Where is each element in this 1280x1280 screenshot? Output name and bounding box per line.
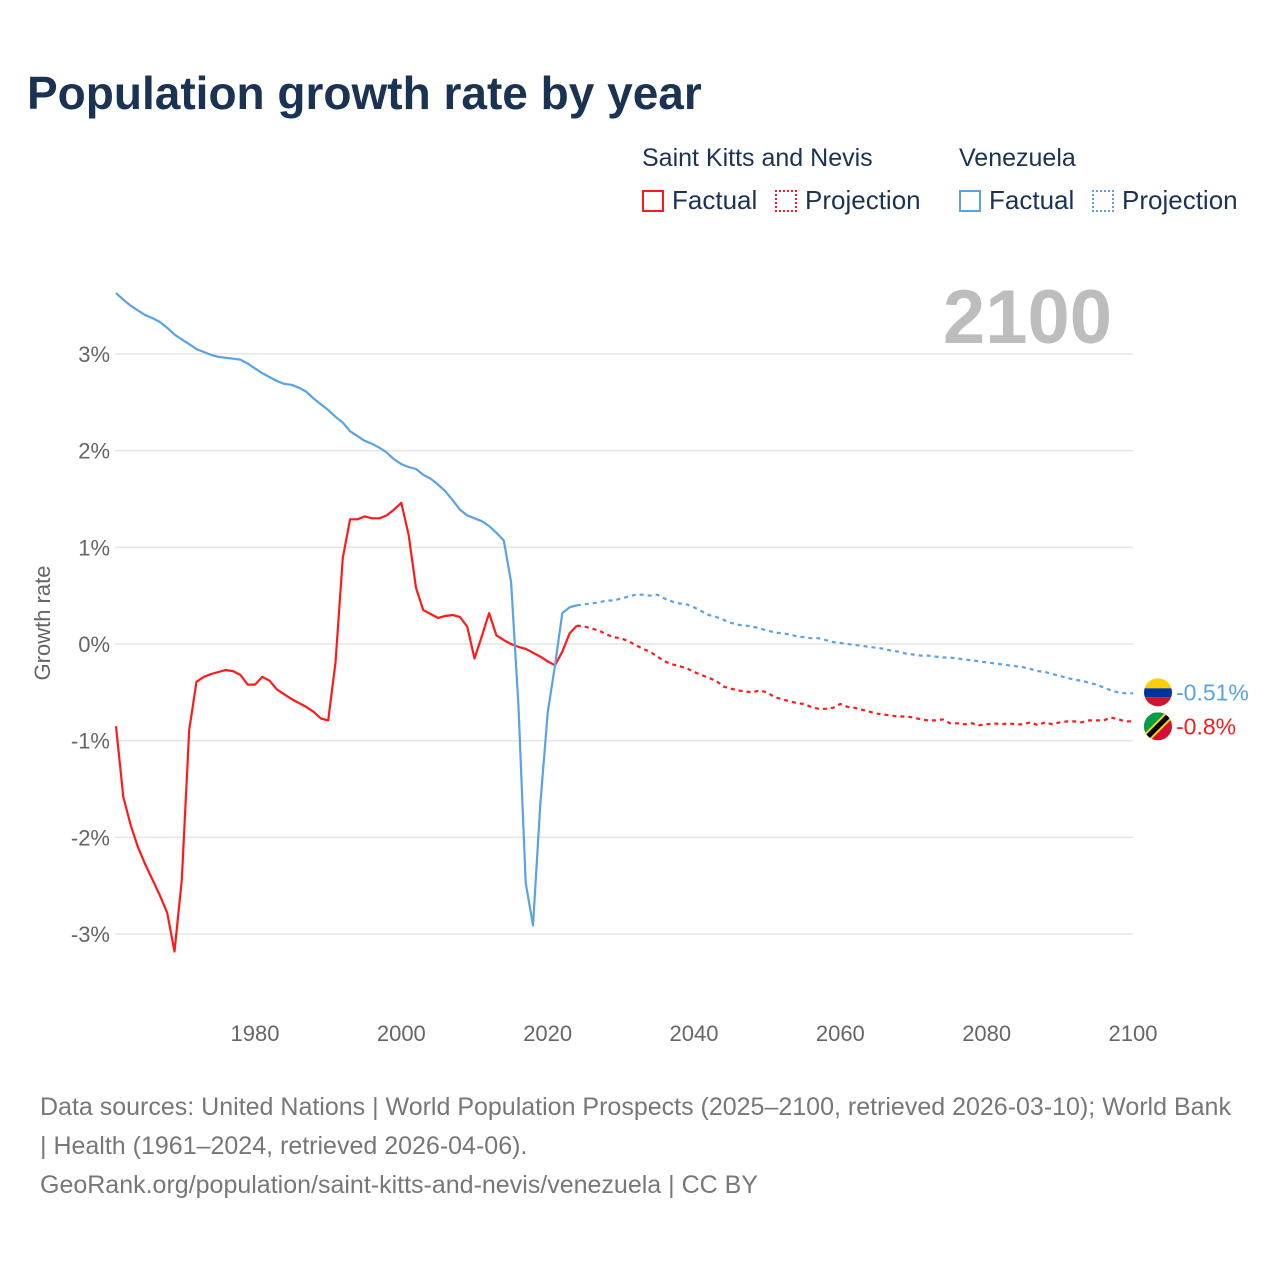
legend-skn-projection[interactable]: Projection <box>775 185 921 216</box>
y-tick-label: -2% <box>71 825 110 850</box>
y-tick-label: 3% <box>78 342 110 367</box>
legend-ven-factual[interactable]: Factual <box>959 185 1074 216</box>
x-tick-label: 2040 <box>670 1021 719 1046</box>
venezuela-flag-icon <box>1144 678 1172 707</box>
y-tick-label: 1% <box>78 535 110 560</box>
legend-swatch-solid <box>642 189 664 212</box>
x-tick-label: 2000 <box>377 1021 426 1046</box>
y-tick-label: 2% <box>78 439 110 464</box>
legend-skn-factual[interactable]: Factual <box>642 185 757 216</box>
x-tick-label: 2020 <box>523 1021 572 1046</box>
legend-group-venezuela: Venezuela <box>959 144 1076 172</box>
legend-group-saint-kitts: Saint Kitts and Nevis <box>642 144 873 172</box>
y-tick-label: -3% <box>71 922 110 947</box>
x-tick-label: 2080 <box>962 1021 1011 1046</box>
legend-label: Projection <box>1122 185 1238 215</box>
venezuela-factual-line <box>115 292 578 927</box>
x-tick-label: 2060 <box>816 1021 865 1046</box>
legend-swatch-dotted <box>775 189 797 212</box>
legend-swatch-solid <box>959 189 981 212</box>
y-tick-label: 0% <box>78 632 110 657</box>
legend-label: Projection <box>805 185 921 215</box>
y-axis-label: Growth rate <box>30 566 55 681</box>
venezuela-end-label: -0.51% <box>1176 679 1249 705</box>
saint-kitts-flag-icon <box>1144 712 1172 741</box>
page-title: Population growth rate by year <box>27 67 702 119</box>
saint-kitts-end-label: -0.8% <box>1176 713 1236 739</box>
flag-stripe <box>1144 688 1172 698</box>
flag-stripe <box>1144 697 1172 707</box>
data-sources: Data sources: United Nations | World Pop… <box>40 1093 1231 1160</box>
legend-label: Factual <box>989 185 1075 215</box>
y-tick-label: -1% <box>71 729 110 754</box>
current-year-label: 2100 <box>942 275 1112 360</box>
x-tick-label: 2100 <box>1109 1021 1158 1046</box>
legend-swatch-dotted <box>1092 189 1114 212</box>
legend-ven-projection[interactable]: Projection <box>1092 185 1238 216</box>
venezuela-projection-line <box>576 593 1133 695</box>
source-link[interactable]: GeoRank.org/population/saint-kitts-and-n… <box>40 1171 758 1199</box>
x-tick-label: 1980 <box>231 1021 280 1046</box>
saint-kitts-factual-line <box>114 501 578 953</box>
footer: Data sources: United Nations | World Pop… <box>40 1088 1240 1205</box>
saint-kitts-projection-line <box>576 624 1133 727</box>
legend-label: Factual <box>672 185 758 215</box>
flag-stripe <box>1144 678 1172 689</box>
